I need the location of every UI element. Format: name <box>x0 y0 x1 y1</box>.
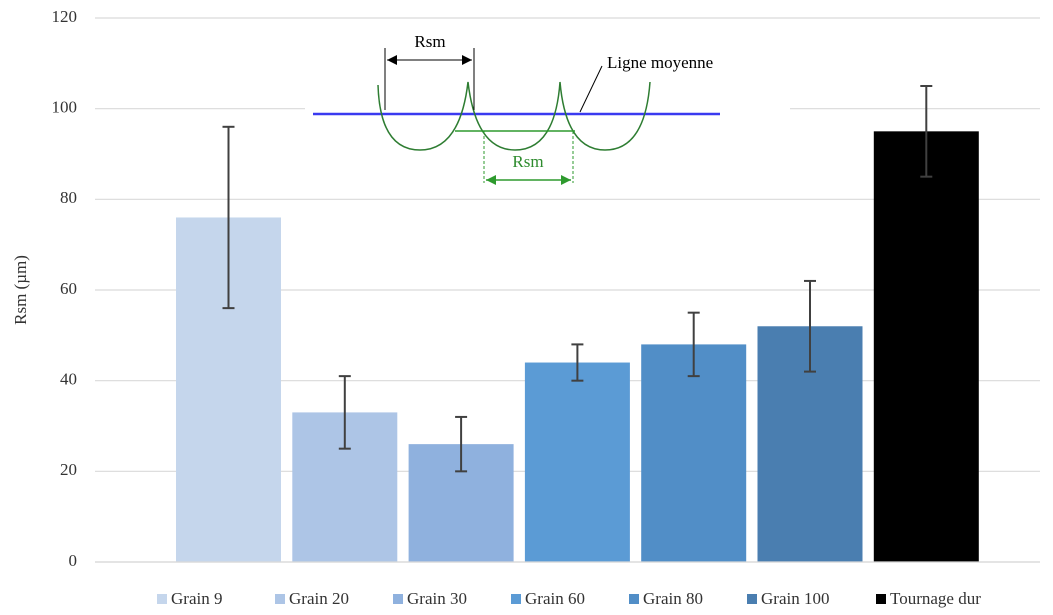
legend-label: Grain 60 <box>525 589 585 608</box>
y-axis-label: Rsm (µm) <box>11 255 30 325</box>
legend-item: Tournage dur <box>876 589 981 608</box>
legend-item: Grain 100 <box>747 589 829 608</box>
legend-label: Grain 9 <box>171 589 222 608</box>
legend-swatch <box>157 594 167 604</box>
error-bar <box>804 279 816 373</box>
bar <box>641 344 747 562</box>
error-bar <box>455 415 468 473</box>
y-tick-label: 120 <box>52 7 78 26</box>
legend-label: Grain 100 <box>761 589 829 608</box>
legend-item: Grain 30 <box>393 589 467 608</box>
inset-diagram: Rsm Ligne moyenne Rsm <box>305 30 790 190</box>
legend-swatch <box>747 594 757 604</box>
legend-item: Grain 60 <box>511 589 585 608</box>
legend: Grain 9 Grain 20 Grain 30 Grain 60 Grain 80 G… <box>157 589 981 608</box>
legend-label: Grain 30 <box>407 589 467 608</box>
legend-item: Grain 20 <box>275 589 349 608</box>
legend-swatch <box>275 594 285 604</box>
legend-swatch <box>629 594 639 604</box>
error-bar <box>571 343 584 382</box>
error-bar <box>338 375 351 450</box>
rsm-arrowheads <box>387 55 472 65</box>
y-tick-label: 80 <box>60 188 77 207</box>
y-tick-label: 40 <box>60 370 77 389</box>
error-bar <box>222 125 235 310</box>
annotation: Rsm <box>512 152 543 171</box>
y-tick-label: 20 <box>60 460 77 479</box>
error-bar <box>687 311 700 378</box>
legend-item: Grain 80 <box>629 589 703 608</box>
y-tick-label: 0 <box>69 551 78 570</box>
y-tick-label: 100 <box>52 98 78 117</box>
legend-swatch <box>876 594 886 604</box>
bars <box>176 85 979 563</box>
leader-line <box>579 65 603 113</box>
legend-label: Grain 80 <box>643 589 703 608</box>
rsm-arrowheads <box>486 175 571 185</box>
y-tick-label: 60 <box>60 279 77 298</box>
legend-item: Grain 9 <box>157 589 222 608</box>
profile-curve <box>377 81 651 151</box>
legend-label: Tournage dur <box>890 589 981 608</box>
error-bar <box>920 85 933 178</box>
annotation: Rsm <box>414 32 445 51</box>
bar <box>873 131 979 563</box>
inset-background <box>305 30 790 190</box>
annotation: Ligne moyenne <box>607 53 713 72</box>
bar <box>524 362 630 562</box>
legend-label: Grain 20 <box>289 589 349 608</box>
legend-swatch <box>511 594 521 604</box>
legend-swatch <box>393 594 403 604</box>
